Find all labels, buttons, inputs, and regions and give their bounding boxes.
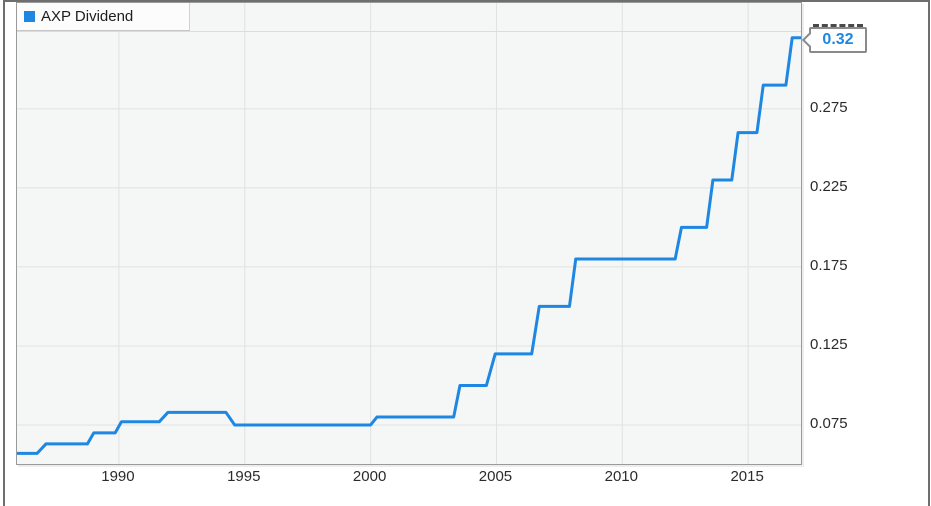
legend[interactable]: AXP Dividend (17, 3, 190, 31)
tick-label-y: 0.175 (810, 256, 848, 274)
tick-label-x: 1990 (101, 468, 135, 485)
tick-label-y: 0.275 (810, 98, 848, 116)
dividend-step-line[interactable] (17, 36, 801, 455)
callout-pointer-icon (801, 32, 817, 48)
tick-label-y: 0.225 (810, 177, 848, 195)
tick-label-x: 2010 (604, 468, 638, 485)
tick-label-y: 0.125 (810, 335, 848, 353)
last-value-callout: 0.32 (801, 24, 867, 53)
tick-label-x: 2015 (730, 468, 764, 485)
tick-label-x: 1995 (227, 468, 261, 485)
last-value-text: 0.32 (822, 31, 854, 48)
tick-label-x: 2000 (352, 468, 387, 485)
tick-label-x: 2005 (478, 468, 513, 485)
legend-separator-line (17, 31, 801, 32)
chart-plot-area[interactable]: AXP Dividend (16, 2, 802, 465)
chart-canvas[interactable] (17, 3, 801, 464)
legend-series-label: AXP Dividend (41, 8, 134, 25)
tick-label-y: 0.075 (810, 414, 848, 432)
series-color-square-icon (24, 11, 35, 22)
